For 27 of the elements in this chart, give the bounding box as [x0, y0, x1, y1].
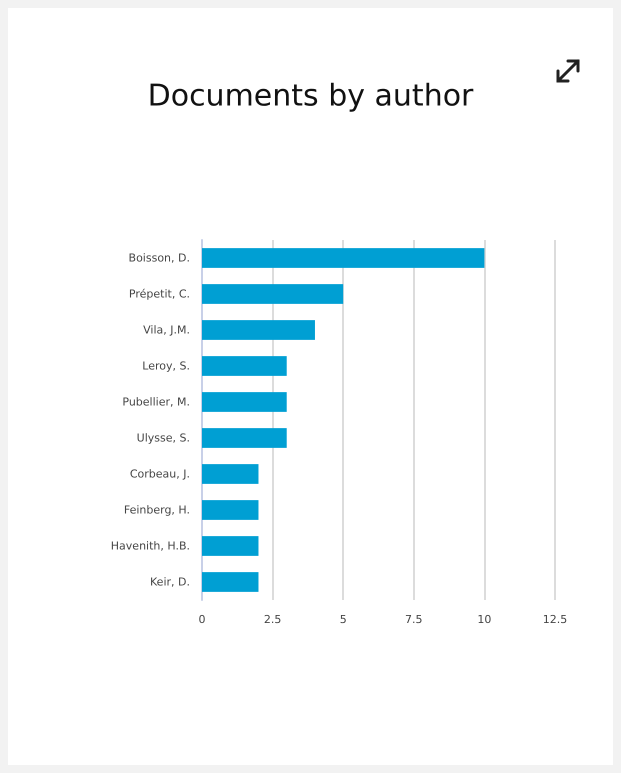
- y-tick-label: Prépetit, C.: [128, 288, 190, 300]
- x-tick-label: 7.5: [405, 613, 423, 626]
- x-tick-label: 2.5: [264, 613, 282, 626]
- bar: [202, 248, 484, 268]
- y-tick-label: Feinberg, H.: [124, 504, 190, 516]
- bar: [202, 500, 258, 520]
- bar: [202, 320, 315, 340]
- bar: [202, 428, 287, 448]
- y-tick-label: Corbeau, J.: [130, 468, 190, 480]
- bar: [202, 572, 258, 592]
- x-tick-label: 10: [477, 613, 492, 626]
- y-tick-label: Leroy, S.: [142, 360, 190, 372]
- x-tick-label: 12.5: [542, 613, 568, 626]
- bar: [202, 392, 287, 412]
- y-tick-label: Vila, J.M.: [143, 324, 190, 336]
- y-tick-label: Boisson, D.: [128, 252, 190, 264]
- bar: [202, 356, 287, 376]
- x-tick-label: 5: [340, 613, 347, 626]
- bar: [202, 284, 344, 304]
- x-tick-label: 0: [198, 613, 206, 626]
- y-tick-label: Keir, D.: [150, 576, 190, 588]
- bar: [202, 536, 258, 556]
- y-tick-label: Ulysse, S.: [136, 432, 190, 444]
- y-tick-label: Havenith, H.B.: [110, 540, 190, 552]
- bar: [202, 464, 258, 484]
- chart-title: Documents by author: [148, 78, 474, 114]
- y-tick-label: Pubellier, M.: [122, 396, 190, 408]
